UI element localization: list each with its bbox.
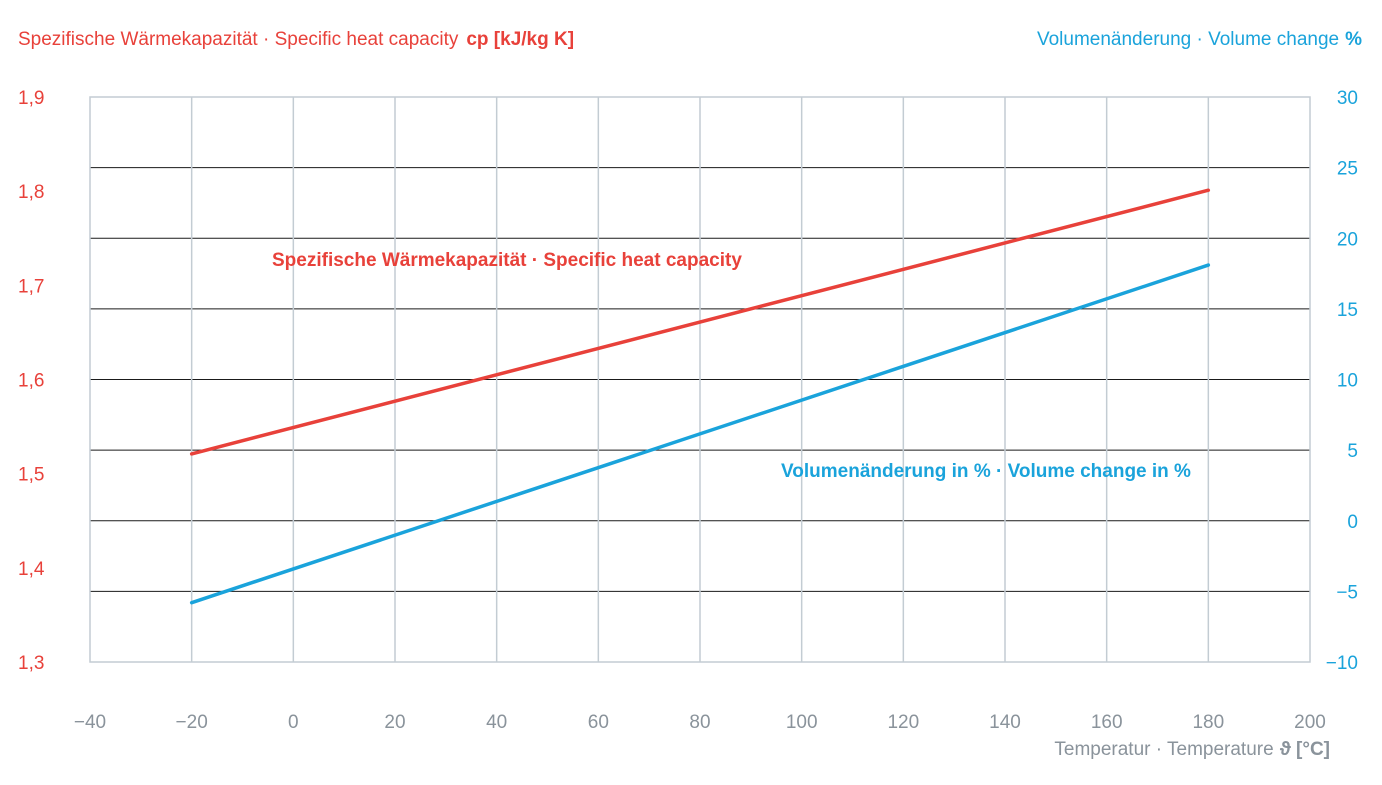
x-tick-label: 100 [786,712,818,733]
left-tick-label: 1,4 [18,559,45,580]
series-label-heat-capacity: Spezifische Wärmekapazität · Specific he… [272,250,742,271]
x-tick-labels: −40 −20 0 20 40 60 80 100 120 140 160 180 200 [74,712,1326,733]
x-tick-label: 60 [588,712,609,733]
right-tick-label: 30 [1337,88,1358,109]
left-axis-title: Spezifische Wärmekapazität · Specific he… [18,29,574,50]
left-tick-label: 1,9 [18,88,44,109]
x-tick-label: 80 [689,712,710,733]
series-line-0 [189,188,1211,456]
plot-frame [89,96,1311,663]
x-tick-label: 0 [288,712,299,733]
right-tick-label: 0 [1347,512,1358,533]
left-tick-label: 1,3 [18,653,44,674]
x-axis-unit: ϑ [°C] [1280,739,1330,760]
left-tick-label: 1,7 [18,276,44,297]
x-tick-label: 200 [1294,712,1326,733]
x-tick-label: 140 [989,712,1021,733]
right-axis-unit: % [1345,29,1362,50]
right-tick-label: 20 [1337,229,1358,250]
x-tick-label: 160 [1091,712,1123,733]
right-tick-label: −10 [1326,653,1358,674]
right-tick-label: 10 [1337,371,1358,392]
left-tick-label: 1,8 [18,182,44,203]
x-axis-title-text: Temperatur · Temperature [1054,739,1273,760]
x-tick-label: −20 [176,712,208,733]
left-axis-unit: cp [kJ/kg K] [466,29,574,50]
x-tick-label: −40 [74,712,106,733]
right-tick-label: 5 [1347,441,1358,462]
right-tick-labels: −10 −5 0 5 10 15 20 25 30 [1326,88,1358,674]
vertical-gridlines [190,97,1210,662]
left-tick-label: 1,5 [18,465,44,486]
right-axis-title: Volumenänderung · Volume change% [1037,29,1362,50]
series-label-volume-change: Volumenänderung in % · Volume change in … [781,461,1191,482]
x-tick-label: 120 [887,712,919,733]
left-tick-label: 1,6 [18,371,44,392]
series-line-1 [189,263,1211,605]
x-tick-label: 40 [486,712,507,733]
series-layer [189,188,1211,605]
x-axis-title: Temperatur · Temperature ϑ [°C] [1054,739,1330,760]
right-axis-title-text: Volumenänderung · Volume change [1037,29,1339,50]
right-tick-label: −5 [1336,582,1358,603]
x-tick-label: 180 [1192,712,1224,733]
left-tick-labels: 1,3 1,4 1,5 1,6 1,7 1,8 1,9 [18,88,45,674]
right-tick-label: 25 [1337,159,1358,180]
right-tick-label: 15 [1337,300,1358,321]
x-tick-label: 20 [384,712,405,733]
left-axis-title-text: Spezifische Wärmekapazität · Specific he… [18,29,459,50]
